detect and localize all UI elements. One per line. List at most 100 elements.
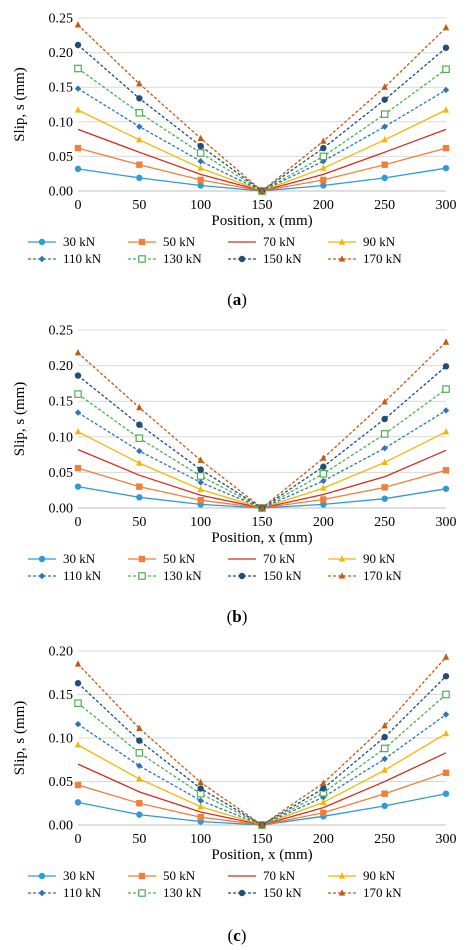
data-point [442,653,450,660]
legend-item: 110 kN [28,568,102,583]
x-tick-label: 50 [132,832,146,847]
series-170kn [74,338,450,511]
data-point [74,409,82,416]
series-70kn [77,752,447,826]
data-point [381,415,388,423]
data-point [197,485,204,493]
legend-item: 170 kN [328,885,402,900]
legend-item: 70 kN [228,551,296,566]
data-point [442,338,450,345]
legend-swatch-marker [138,572,146,580]
series-50kn [74,144,450,195]
series-50kn [74,769,450,829]
legend-item: 170 kN [328,251,402,266]
series-line [77,656,447,826]
data-point [74,64,82,73]
series-line [77,44,447,192]
data-point [381,484,388,491]
legend-item: 110 kN [28,251,102,266]
data-point [381,83,388,90]
data-point [197,182,204,189]
legend-swatch-marker [38,872,46,880]
panel-caption: (c) [228,926,247,945]
legend-swatch-marker [38,238,46,246]
y-tick-label: 0.10 [49,115,74,130]
series-150kn [74,41,450,195]
panel-caption: (b) [227,607,248,626]
data-point [442,86,450,94]
data-point [442,23,450,31]
legend-item: 70 kN [228,868,296,883]
x-axis-title: Position, x (mm) [211,530,312,546]
data-point [381,135,388,143]
chart-panel-2: 0.00 0.05 0.10 0.15 0.20 0.25 0 50 100 150 200 250 3… [12,324,457,627]
data-point [136,459,143,466]
data-point [136,762,143,770]
data-point [136,123,143,130]
data-point [197,142,204,150]
data-point [320,176,327,184]
x-tick-label: 150 [252,198,273,213]
data-point [197,778,204,785]
data-point [320,798,327,805]
legend: 30 kN 50 kN 70 kN 90 kN 110 kN 130 kN 150 kN 17… [28,234,402,266]
y-tick-label: 0.25 [49,324,74,339]
data-point [442,729,450,737]
data-point [74,741,82,748]
data-point [380,430,389,438]
data-point [74,85,82,92]
data-point [381,398,388,405]
data-point [136,95,143,102]
series-line [77,694,447,826]
series-line [77,449,447,509]
data-point [381,733,388,741]
x-tick-label: 100 [190,198,211,213]
data-point [442,407,450,414]
data-point [135,109,144,117]
y-axis-title: Slip, s (mm) [12,67,28,142]
legend-label: 150 kN [263,568,302,583]
legend-label: 90 kN [363,868,396,883]
legend-label: 90 kN [363,234,396,249]
data-point [136,811,143,818]
data-point [320,454,327,461]
x-tick-label: 200 [313,515,334,530]
data-point [442,144,450,152]
series-line [77,88,447,192]
data-point [197,164,204,171]
data-point [319,152,328,161]
y-tick-label: 0.00 [49,819,74,834]
legend-swatch-marker [38,555,46,563]
y-tick-label: 0.10 [49,732,74,747]
data-point [442,428,450,435]
x-tick-label: 100 [190,832,211,847]
data-point [442,485,450,492]
series-130kn [74,385,450,512]
legend-label: 70 kN [263,234,296,249]
data-point [74,21,82,28]
data-point [442,385,450,393]
data-point [319,470,328,478]
x-tick-label: 150 [252,832,273,847]
legend-item: 170 kN [328,568,402,583]
y-tick-label: 0.00 [49,185,74,200]
data-point [381,161,388,168]
series-90kn [74,428,450,511]
legend-label: 90 kN [363,551,396,566]
x-tick-label: 300 [436,832,457,847]
legend-label: 30 kN [63,234,96,249]
data-point [381,458,388,466]
legend-item: 150 kN [228,568,302,583]
data-point [197,496,204,504]
data-point [197,134,204,142]
legend-label: 30 kN [63,868,96,883]
series-line [77,793,447,826]
data-point [320,144,327,152]
y-tick-label: 0.05 [49,150,74,165]
data-point [74,660,82,667]
legend-swatch-marker [238,255,246,263]
legend-item: 90 kN [328,234,396,249]
series-line [77,772,447,826]
x-tick-label: 150 [252,515,273,530]
y-tick-label: 0.05 [49,466,74,481]
